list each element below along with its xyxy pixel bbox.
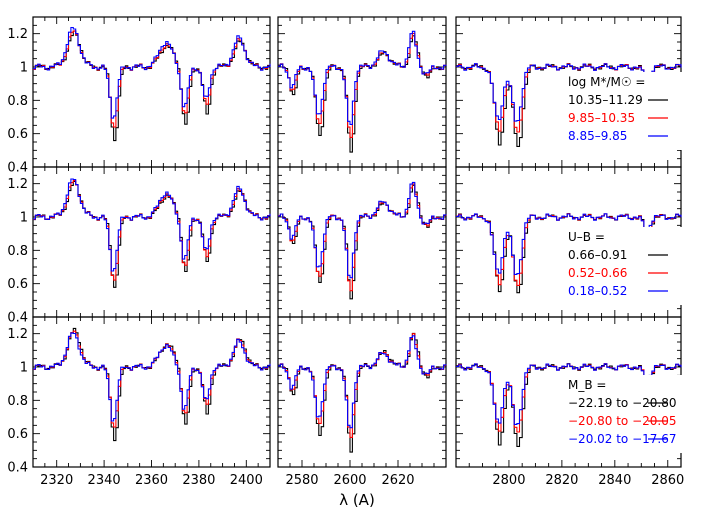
x-tick-label: 2840 [598, 473, 631, 488]
y-tick-label: 0.4 [7, 311, 28, 326]
legend-title: log M*/M☉ = [568, 75, 645, 89]
y-tick-label: 1.2 [7, 177, 28, 192]
y-tick-label: 1.2 [7, 327, 28, 342]
spectrum-line [278, 333, 447, 438]
y-tick-label: 1 [20, 61, 28, 76]
x-tick-label: 2820 [545, 473, 578, 488]
legend-label: −20.02 to −17.67 [568, 432, 677, 446]
legend-label: −22.19 to −20.80 [568, 396, 677, 410]
spectrum-line [278, 35, 447, 153]
y-tick-label: 0.8 [7, 394, 28, 409]
legend-box [560, 72, 690, 150]
legend-title: M_B = [568, 378, 606, 392]
x-tick-label: 2860 [651, 473, 684, 488]
x-tick-label: 2580 [285, 473, 318, 488]
spectrum-line [33, 332, 271, 422]
spectrum-line [456, 63, 682, 122]
legend-box [560, 227, 690, 305]
legend-label: 10.35–11.29 [568, 93, 643, 107]
panel-frame-r0-c1 [277, 16, 447, 168]
y-tick-label: 0.6 [7, 127, 28, 142]
x-tick-label: 2360 [135, 473, 168, 488]
legend-box [560, 375, 690, 453]
x-tick-label: 2620 [381, 473, 414, 488]
x-tick-label: 2320 [40, 473, 73, 488]
x-tick-label: 2800 [492, 473, 525, 488]
x-axis-label: λ (A) [339, 491, 375, 509]
y-tick-label: 0.4 [7, 161, 28, 176]
legend-label: 9.85–10.35 [568, 111, 635, 125]
x-tick-label: 2380 [182, 473, 215, 488]
spectrum-line [278, 335, 447, 429]
x-tick-label: 2340 [88, 473, 121, 488]
y-tick-label: 0.4 [7, 461, 28, 476]
y-tick-label: 0.8 [7, 94, 28, 109]
y-tick-label: 0.8 [7, 244, 28, 259]
spectrum-line [278, 183, 447, 292]
spectrum-line [278, 181, 447, 279]
legend-label: 8.85–9.85 [568, 129, 627, 143]
panel-frame-r2-c1 [277, 316, 447, 468]
y-tick-label: 0.6 [7, 277, 28, 292]
x-tick-label: 2400 [230, 473, 263, 488]
y-tick-label: 0.6 [7, 427, 28, 442]
spectrum-line [33, 26, 271, 119]
spectrum-line [33, 178, 271, 272]
legend-label: 0.18–0.52 [568, 284, 627, 298]
spectrum-line [278, 30, 447, 125]
legend-title: U–B = [568, 230, 605, 244]
y-tick-label: 1 [20, 211, 28, 226]
spectrum-line [278, 184, 447, 300]
legend-label: 0.52–0.66 [568, 266, 627, 280]
spectrum-line [278, 332, 447, 453]
y-tick-label: 1.2 [7, 27, 28, 42]
panel-frame-r1-c1 [277, 166, 447, 318]
legend-label: 0.66–0.91 [568, 248, 627, 262]
x-tick-label: 2600 [333, 473, 366, 488]
legend-label: −20.80 to −20.05 [568, 414, 677, 428]
spectrum-line [278, 32, 447, 138]
y-tick-label: 1 [20, 361, 28, 376]
